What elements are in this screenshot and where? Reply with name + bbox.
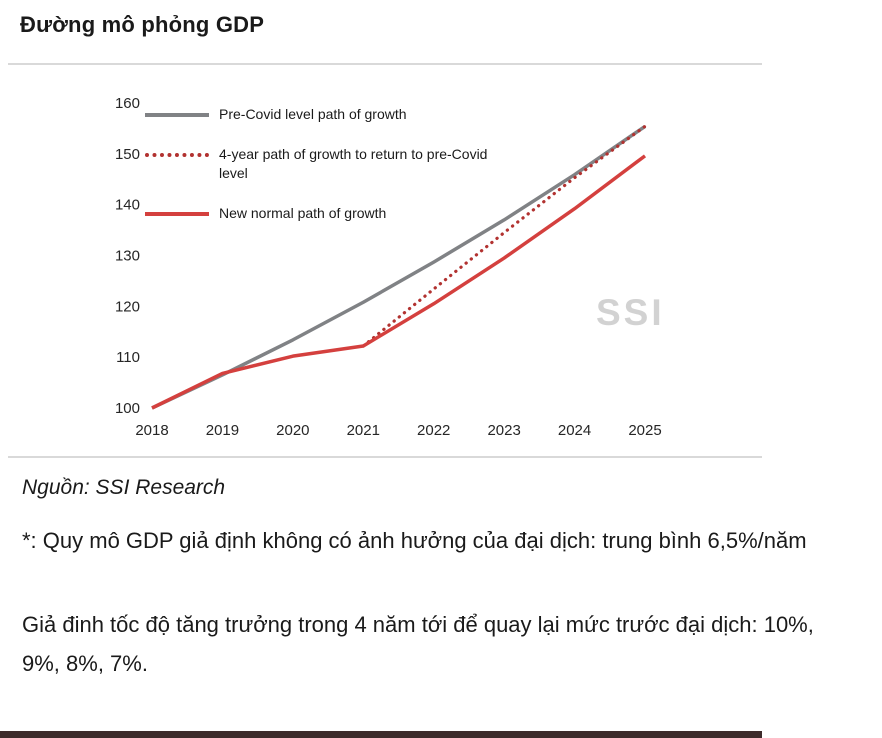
y-axis-tick: 130 (115, 248, 140, 265)
legend-swatch-solid-line (145, 113, 209, 117)
x-axis-tick: 2020 (276, 422, 309, 439)
legend-item-new-normal: New normal path of growth (145, 204, 509, 223)
y-axis-tick: 120 (115, 298, 140, 315)
legend-swatch-dotted-line (145, 153, 209, 157)
y-axis-tick: 140 (115, 197, 140, 214)
legend-label: Pre-Covid level path of growth (219, 106, 407, 122)
gdp-line-chart: 100 110 120 130 140 150 160 2018 2019 2020 2021 202… (115, 95, 662, 439)
ssi-watermark: SSI (596, 292, 665, 333)
gdp-simulation-chart: 100 110 120 130 140 150 160 2018 2019 2020 2021 202… (100, 85, 700, 457)
x-axis-tick: 2024 (558, 422, 591, 439)
legend-swatch-solid-line (145, 212, 209, 216)
x-axis-tick: 2023 (487, 422, 520, 439)
chart-legend: Pre-Covid level path of growth 4-year pat… (145, 105, 509, 244)
y-axis-tick: 150 (115, 146, 140, 163)
series-line-new-normal (151, 154, 647, 410)
x-axis-tick: 2021 (347, 422, 380, 439)
chart-divider (8, 456, 762, 458)
x-axis-tick: 2025 (628, 422, 661, 439)
footnote-assumption-recovery: Giả đinh tốc độ tăng trưởng trong 4 năm … (22, 612, 814, 676)
legend-item-pre-covid: Pre-Covid level path of growth (145, 105, 509, 124)
y-axis-tick: 160 (115, 95, 140, 112)
x-axis-tick: 2019 (206, 422, 239, 439)
source-note: Nguồn: SSI Research (22, 476, 226, 499)
title-divider (8, 63, 762, 65)
y-axis-tick: 110 (116, 349, 140, 366)
page-title: Đường mô phỏng GDP (20, 12, 265, 37)
series-line-return-path (361, 124, 647, 348)
y-axis-tick: 100 (115, 400, 140, 417)
legend-item-return-path: 4-year path of growth to return to pre-C… (145, 145, 509, 183)
x-axis-tick: 2018 (135, 422, 168, 439)
footnote-assumption-precovid: *: Quy mô GDP giả định không có ảnh hưởn… (22, 528, 807, 553)
legend-label: New normal path of growth (219, 205, 387, 221)
footer-bar (0, 731, 762, 738)
x-axis-tick: 2022 (417, 422, 450, 439)
legend-label: 4-year path of growth to return to pre-C… (219, 146, 488, 181)
